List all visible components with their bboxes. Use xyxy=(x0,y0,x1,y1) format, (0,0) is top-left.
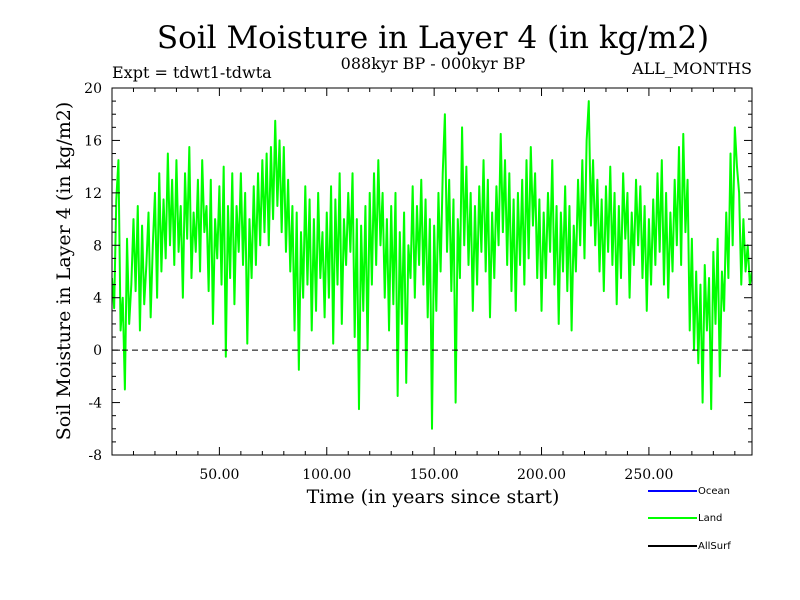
y-tick-label: 12 xyxy=(84,186,102,202)
plot-area: -8 -4 0 4 8 12 16 20 50.00 100.00 150.00 200.00 250.… xyxy=(84,81,753,483)
chart-title: Soil Moisture in Layer 4 (in kg/m2) xyxy=(157,20,709,56)
legend: Ocean Land AllSurf xyxy=(648,486,731,552)
y-tick-label: 0 xyxy=(93,343,102,359)
y-tick-label: -4 xyxy=(88,396,102,412)
x-tick-label: 200.00 xyxy=(517,467,566,483)
x-tick-label: 250.00 xyxy=(624,467,673,483)
series-line-land xyxy=(112,100,752,430)
legend-label-allsurf: AllSurf xyxy=(698,541,731,552)
y-tick-label: -8 xyxy=(88,448,102,464)
series-layer xyxy=(112,100,752,430)
axis-ticks: -8 -4 0 4 8 12 16 20 50.00 100.00 150.00 200.00 250.… xyxy=(84,81,752,483)
y-tick-label: 20 xyxy=(84,81,102,97)
time-range-label: 088kyr BP - 000kyr BP xyxy=(341,54,526,73)
legend-label-land: Land xyxy=(698,513,722,524)
y-tick-label: 16 xyxy=(84,133,102,149)
y-axis-title: Soil Moisture in Layer 4 (in kg/m2) xyxy=(53,102,75,441)
x-axis-title: Time (in years since start) xyxy=(307,486,560,508)
y-tick-label: 4 xyxy=(93,291,102,307)
months-label: ALL_MONTHS xyxy=(631,59,752,78)
x-tick-label: 50.00 xyxy=(199,467,239,483)
experiment-label: Expt = tdwt1-tdwta xyxy=(112,63,272,82)
x-tick-label: 100.00 xyxy=(302,467,351,483)
legend-label-ocean: Ocean xyxy=(698,486,730,497)
y-tick-label: 8 xyxy=(93,238,102,254)
x-tick-label: 150.00 xyxy=(410,467,459,483)
